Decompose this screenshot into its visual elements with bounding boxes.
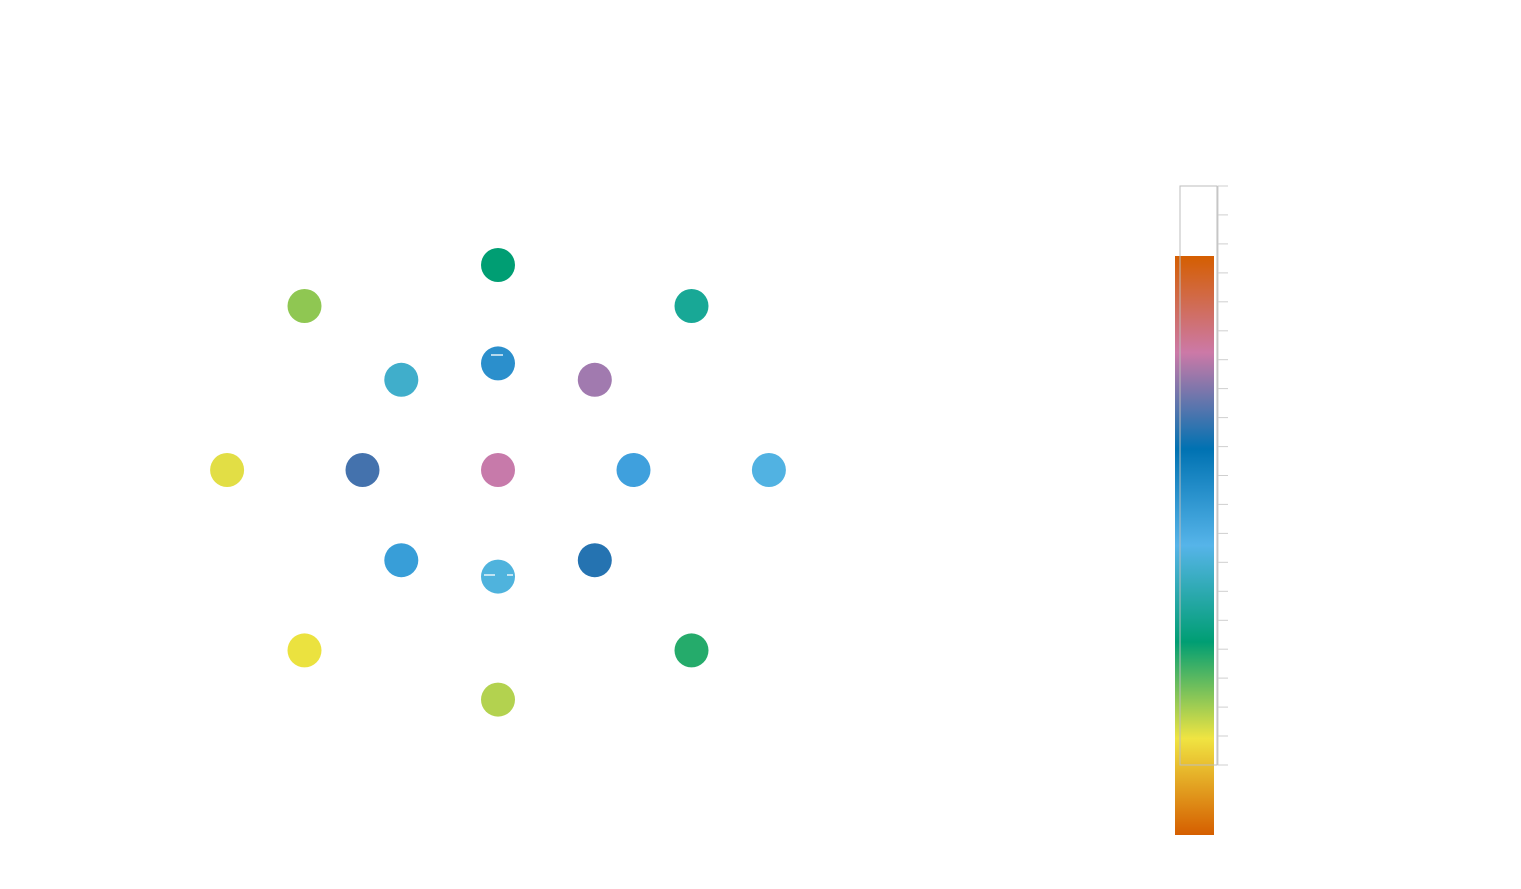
points-layer — [210, 248, 786, 717]
data-point — [481, 346, 515, 381]
colorbar — [1175, 185, 1228, 835]
data-point — [674, 633, 709, 668]
data-point — [481, 453, 515, 487]
data-point — [287, 633, 322, 668]
highlight-arc — [577, 390, 586, 399]
colorbar-frame — [1179, 185, 1218, 766]
highlight-arc — [409, 390, 418, 400]
colorbar-ticks — [1218, 185, 1228, 766]
data-point — [577, 362, 612, 397]
data-point — [384, 362, 419, 397]
colorbar-gradient — [1175, 256, 1214, 835]
data-point — [384, 543, 419, 578]
data-point — [481, 682, 515, 717]
data-point — [210, 453, 245, 487]
data-point — [287, 289, 322, 323]
data-point — [674, 289, 709, 323]
data-point — [481, 248, 515, 282]
highlight-arcs — [409, 354, 586, 576]
data-point — [345, 453, 380, 487]
data-point — [751, 453, 786, 487]
data-point — [481, 559, 515, 594]
data-point — [616, 453, 651, 487]
data-point — [577, 543, 612, 578]
